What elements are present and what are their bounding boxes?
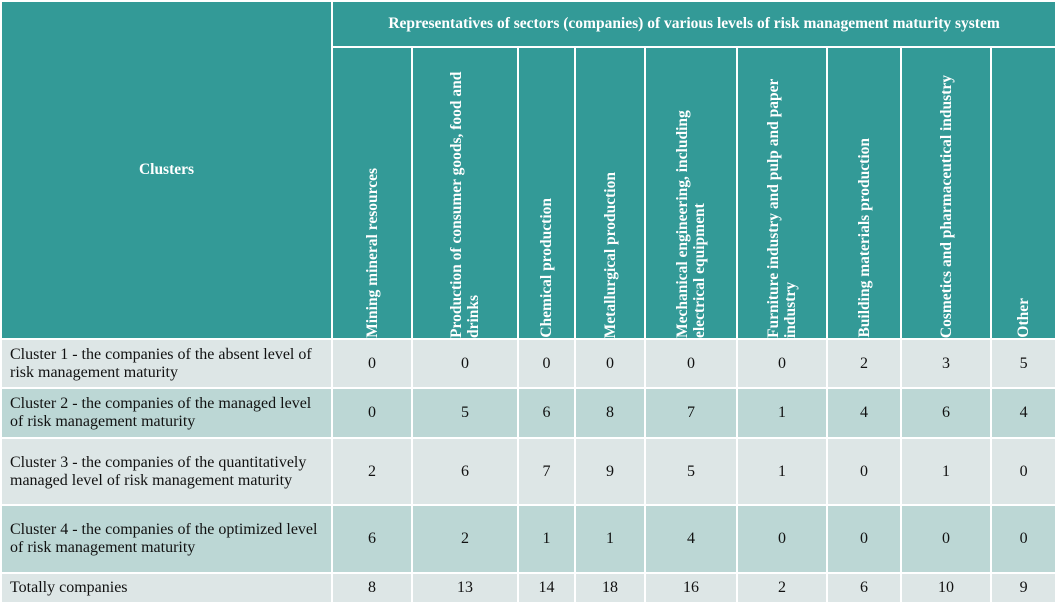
sector-header: Other: [989, 46, 1055, 340]
table-cell: 9: [574, 437, 646, 506]
table-cell: 1: [517, 504, 576, 574]
sector-header: Chemical production: [517, 46, 576, 340]
table-cell: 1: [900, 437, 992, 506]
table-cell: 6: [826, 572, 902, 604]
table-cell: 0: [331, 338, 413, 389]
table-cell: 5: [989, 338, 1055, 389]
table-cell: 0: [644, 338, 738, 389]
table-cell: 6: [900, 387, 992, 439]
sector-header: Metallurgical production: [574, 46, 646, 340]
row-label: Cluster 1 - the companies of the absent …: [0, 338, 333, 389]
table-cell: 1: [736, 437, 828, 506]
sectors-group-header: Representatives of sectors (companies) o…: [330, 0, 1055, 48]
table-row-cluster-4: Cluster 4 - the companies of the optimiz…: [0, 504, 1055, 574]
table-cell: 8: [331, 572, 413, 604]
table-cell: 18: [574, 572, 646, 604]
sector-header-label: Furniture industry and pulp and paper in…: [765, 78, 799, 338]
table-row-cluster-2: Cluster 2 - the companies of the managed…: [0, 387, 1055, 439]
table-cell: 10: [900, 572, 992, 604]
table-row-totals: Totally companies 8 13 14 18 16 2 6 10 9: [0, 572, 1055, 604]
sector-header: Cosmetics and pharmaceutical industry: [900, 46, 992, 340]
row-label: Cluster 2 - the companies of the managed…: [0, 387, 333, 439]
table-cell: 6: [331, 504, 413, 574]
sector-header: Building materials production: [826, 46, 902, 340]
table-cell: 5: [411, 387, 519, 439]
table-cell: 4: [989, 387, 1055, 439]
table-cell: 6: [411, 437, 519, 506]
table-cell: 2: [331, 437, 413, 506]
table-cell: 8: [574, 387, 646, 439]
table-cell: 0: [331, 387, 413, 439]
table-cell: 0: [989, 437, 1055, 506]
table-cell: 13: [411, 572, 519, 604]
table-cell: 1: [736, 387, 828, 439]
table-cell: 2: [411, 504, 519, 574]
sector-header-label: Metallurgical production: [601, 171, 619, 338]
table-cell: 3: [900, 338, 992, 389]
sector-header-label: Building materials production: [855, 138, 873, 338]
sector-header: Mechanical engineering, including electr…: [644, 46, 738, 340]
table-cell: 5: [644, 437, 738, 506]
sector-header-label: Mechanical engineering, including electr…: [674, 110, 708, 338]
table-cell: 6: [517, 387, 576, 439]
table-cell: 4: [644, 504, 738, 574]
sector-header-label: Cosmetics and pharmaceutical industry: [937, 74, 955, 338]
table-cell: 0: [411, 338, 519, 389]
table-cell: 9: [989, 572, 1055, 604]
sector-header-label: Chemical production: [538, 198, 555, 338]
table-cell: 2: [826, 338, 902, 389]
sector-header-label: Mining mineral resources: [363, 168, 381, 338]
sector-header-label: Other: [1015, 298, 1033, 338]
table-cell: 0: [736, 338, 828, 389]
sector-header: Mining mineral resources: [331, 46, 413, 340]
row-label: Cluster 3 - the companies of the quantit…: [0, 437, 333, 506]
table-cell: 0: [736, 504, 828, 574]
table-cell: 7: [517, 437, 576, 506]
row-label: Cluster 4 - the companies of the optimiz…: [0, 504, 333, 574]
clusters-header: Clusters: [0, 0, 333, 340]
table-row-cluster-3: Cluster 3 - the companies of the quantit…: [0, 437, 1055, 506]
table-cell: 14: [517, 572, 576, 604]
table-cell: 4: [826, 387, 902, 439]
table-cell: 0: [574, 338, 646, 389]
table-cell: 7: [644, 387, 738, 439]
sector-header: Production of consumer goods, food and d…: [411, 46, 519, 340]
row-label: Totally companies: [0, 572, 333, 604]
sector-header-label: Production of consumer goods, food and d…: [448, 71, 482, 338]
table-cell: 0: [989, 504, 1055, 574]
table-cell: 2: [736, 572, 828, 604]
table-cell: 1: [574, 504, 646, 574]
table-cell: 0: [826, 504, 902, 574]
table-cell: 0: [900, 504, 992, 574]
table-row-cluster-1: Cluster 1 - the companies of the absent …: [0, 338, 1055, 389]
table-cell: 0: [517, 338, 576, 389]
sector-header: Furniture industry and pulp and paper in…: [736, 46, 828, 340]
table-cell: 0: [826, 437, 902, 506]
table-cell: 16: [644, 572, 738, 604]
